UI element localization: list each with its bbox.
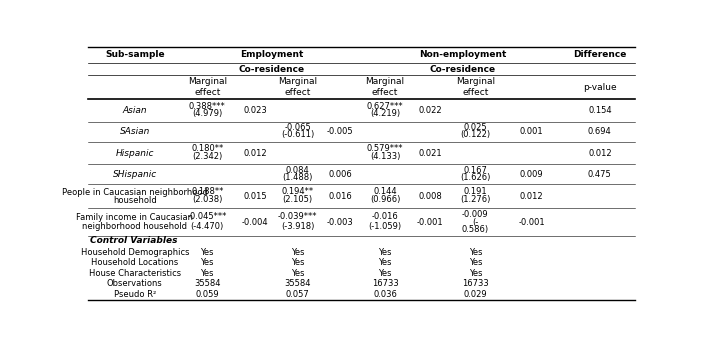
Text: 0.023: 0.023	[244, 106, 267, 115]
Text: -0.001: -0.001	[417, 218, 443, 227]
Text: 0.180**: 0.180**	[191, 144, 223, 153]
Text: 0.009: 0.009	[520, 170, 543, 179]
Text: Observations: Observations	[107, 279, 162, 288]
Text: 0.015: 0.015	[244, 192, 267, 201]
Text: 16733: 16733	[462, 279, 489, 288]
Text: Marginal
effect: Marginal effect	[366, 77, 405, 97]
Text: 0.586): 0.586)	[462, 225, 489, 234]
Text: 16733: 16733	[371, 279, 398, 288]
Text: Control Variables: Control Variables	[90, 236, 178, 245]
Text: 0.144: 0.144	[373, 187, 397, 196]
Text: (-1.059): (-1.059)	[369, 222, 402, 231]
Text: Asian: Asian	[122, 106, 147, 115]
Text: neighborhood household: neighborhood household	[83, 222, 187, 231]
Text: -0.001: -0.001	[518, 218, 545, 227]
Text: 0.012: 0.012	[588, 149, 611, 158]
Text: 0.036: 0.036	[373, 290, 397, 299]
Text: (1.626): (1.626)	[460, 173, 491, 182]
Text: -0.016: -0.016	[371, 212, 398, 221]
Text: (2.342): (2.342)	[192, 152, 222, 161]
Text: (-4.470): (-4.470)	[191, 222, 224, 231]
Text: Sub-sample: Sub-sample	[105, 50, 164, 59]
Text: Yes: Yes	[201, 269, 214, 278]
Text: 0.154: 0.154	[588, 106, 611, 115]
Text: Yes: Yes	[291, 248, 304, 257]
Text: (-0.611): (-0.611)	[281, 130, 314, 139]
Text: 0.029: 0.029	[464, 290, 487, 299]
Text: Yes: Yes	[291, 258, 304, 267]
Text: Yes: Yes	[469, 269, 482, 278]
Text: 35584: 35584	[194, 279, 220, 288]
Text: 0.627***: 0.627***	[366, 101, 403, 111]
Text: 0.022: 0.022	[419, 106, 442, 115]
Text: (0.966): (0.966)	[370, 195, 400, 204]
Text: Yes: Yes	[378, 269, 392, 278]
Text: 0.057: 0.057	[286, 290, 309, 299]
Text: Yes: Yes	[201, 248, 214, 257]
Text: (4.133): (4.133)	[370, 152, 400, 161]
Text: -0.005: -0.005	[327, 127, 353, 136]
Text: p-value: p-value	[583, 83, 616, 92]
Text: People in Caucasian neighborhood: People in Caucasian neighborhood	[62, 188, 208, 197]
Text: 0.694: 0.694	[588, 127, 611, 136]
Text: 0.059: 0.059	[196, 290, 219, 299]
Text: 0.194**: 0.194**	[282, 187, 313, 196]
Text: (2.038): (2.038)	[192, 195, 222, 204]
Text: (-3.918): (-3.918)	[281, 222, 314, 231]
Text: 0.012: 0.012	[520, 192, 543, 201]
Text: House Characteristics: House Characteristics	[89, 269, 181, 278]
Text: Household Locations: Household Locations	[91, 258, 179, 267]
Text: Hispanic: Hispanic	[116, 149, 154, 158]
Text: Co-residence: Co-residence	[239, 65, 304, 73]
Text: Difference: Difference	[573, 50, 626, 59]
Text: 0.388***: 0.388***	[189, 101, 226, 111]
Text: (1.488): (1.488)	[282, 173, 313, 182]
Text: Family income in Caucasian: Family income in Caucasian	[76, 213, 193, 222]
Text: 0.188**: 0.188**	[191, 187, 223, 196]
Text: SAsian: SAsian	[119, 127, 150, 136]
Text: -0.065: -0.065	[284, 124, 311, 132]
Text: (-: (-	[472, 218, 479, 227]
Text: (4.979): (4.979)	[192, 109, 222, 118]
Text: Yes: Yes	[469, 248, 482, 257]
Text: 0.475: 0.475	[588, 170, 611, 179]
Text: 0.167: 0.167	[463, 166, 487, 175]
Text: (2.105): (2.105)	[282, 195, 313, 204]
Text: Yes: Yes	[201, 258, 214, 267]
Text: 0.191: 0.191	[464, 187, 487, 196]
Text: Household Demographics: Household Demographics	[80, 248, 189, 257]
Text: Yes: Yes	[469, 258, 482, 267]
Text: 0.006: 0.006	[328, 170, 352, 179]
Text: Marginal
effect: Marginal effect	[456, 77, 495, 97]
Text: household: household	[113, 196, 157, 205]
Text: 35584: 35584	[285, 279, 311, 288]
Text: Employment: Employment	[240, 50, 304, 59]
Text: SHispanic: SHispanic	[113, 170, 157, 179]
Text: 0.021: 0.021	[419, 149, 442, 158]
Text: Marginal
effect: Marginal effect	[188, 77, 227, 97]
Text: -0.004: -0.004	[242, 218, 268, 227]
Text: (1.276): (1.276)	[460, 195, 491, 204]
Text: Pseudo R²: Pseudo R²	[114, 290, 156, 299]
Text: Yes: Yes	[378, 258, 392, 267]
Text: Yes: Yes	[291, 269, 304, 278]
Text: 0.012: 0.012	[244, 149, 267, 158]
Text: Yes: Yes	[378, 248, 392, 257]
Text: Non-employment: Non-employment	[419, 50, 507, 59]
Text: Marginal
effect: Marginal effect	[278, 77, 317, 97]
Text: Co-residence: Co-residence	[430, 65, 496, 73]
Text: -0.003: -0.003	[327, 218, 353, 227]
Text: 0.016: 0.016	[328, 192, 352, 201]
Text: 0.025: 0.025	[464, 124, 487, 132]
Text: -0.009: -0.009	[462, 210, 489, 219]
Text: -0.045***: -0.045***	[188, 212, 227, 221]
Text: (0.122): (0.122)	[460, 130, 491, 139]
Text: -0.039***: -0.039***	[277, 212, 317, 221]
Text: 0.084: 0.084	[286, 166, 309, 175]
Text: 0.579***: 0.579***	[367, 144, 403, 153]
Text: 0.008: 0.008	[419, 192, 442, 201]
Text: 0.001: 0.001	[520, 127, 543, 136]
Text: (4.219): (4.219)	[370, 109, 400, 118]
